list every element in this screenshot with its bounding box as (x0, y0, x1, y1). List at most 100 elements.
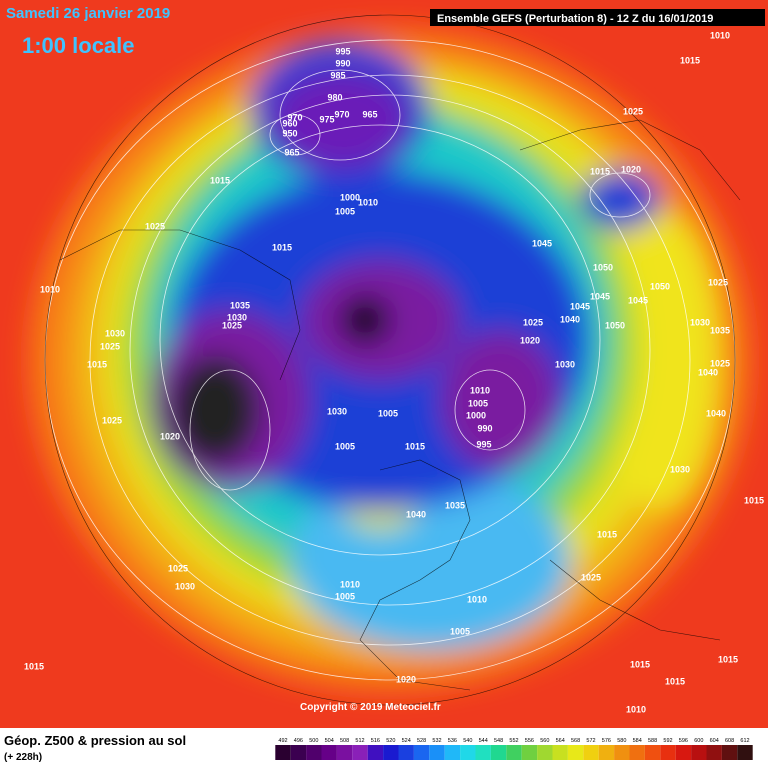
pressure-label: 995 (476, 439, 491, 449)
run-box (430, 9, 765, 26)
scale-swatch (660, 745, 676, 760)
scale-label: 532 (432, 738, 441, 744)
pressure-label: 1025 (708, 277, 728, 287)
scale-label: 496 (294, 738, 303, 744)
scale-swatch (583, 745, 599, 760)
scale-label: 612 (740, 738, 749, 744)
scale-label: 588 (648, 738, 657, 744)
pressure-label: 990 (335, 58, 350, 68)
scale-label: 604 (710, 738, 719, 744)
time: 1:00 locale (22, 33, 135, 58)
pressure-label: 1045 (628, 295, 648, 305)
scale-swatch (721, 745, 738, 760)
scale-swatch (598, 745, 615, 760)
scale-swatch (506, 745, 522, 760)
scale-label: 544 (479, 738, 488, 744)
pressure-label: 1040 (406, 509, 426, 519)
scale-label: 492 (278, 738, 287, 744)
pressure-label: 1005 (335, 441, 355, 451)
pressure-label: 1005 (450, 626, 470, 636)
scale-swatch (521, 745, 538, 760)
scale-label: 548 (494, 738, 503, 744)
scale-label: 524 (402, 738, 411, 744)
pressure-label: 1010 (626, 704, 646, 714)
scale-label: 596 (679, 738, 688, 744)
pressure-label: 1030 (105, 328, 125, 338)
scale-label: 608 (725, 738, 734, 744)
scale-label: 564 (556, 738, 565, 744)
pressure-label: 1045 (532, 238, 552, 248)
scale-swatch (567, 745, 584, 760)
pressure-label: 1015 (590, 166, 610, 176)
pressure-label: 1015 (718, 654, 738, 664)
pressure-label: 965 (284, 147, 299, 157)
pressure-label: 1015 (597, 529, 617, 539)
pressure-label: 1020 (621, 164, 641, 174)
scale-swatch (321, 745, 337, 760)
scale-swatch (413, 745, 430, 760)
footer-title: Géop. Z500 & pression au sol (4, 733, 186, 748)
scale-swatch (675, 745, 692, 760)
scale-label: 540 (463, 738, 472, 744)
scale-swatch (460, 745, 476, 760)
scale-label: 556 (525, 738, 534, 744)
pressure-label: 1015 (272, 242, 292, 252)
scale-label: 560 (540, 738, 549, 744)
pressure-label: 1010 (340, 579, 360, 589)
pressure-label: 950 (282, 128, 297, 138)
pressure-label: 1040 (706, 408, 726, 418)
pressure-label: 1015 (630, 659, 650, 669)
scale-swatch (383, 745, 399, 760)
pressure-label: 1005 (468, 398, 488, 408)
scale-swatch (737, 745, 753, 760)
pressure-label: 1050 (605, 320, 625, 330)
pressure-label: 1015 (680, 55, 700, 65)
scale-label: 520 (386, 738, 395, 744)
scale-swatch (367, 745, 384, 760)
pressure-label: 1010 (358, 197, 378, 207)
map-field (0, 0, 768, 728)
pressure-label: 1015 (665, 676, 685, 686)
pressure-label: 1025 (523, 317, 543, 327)
pressure-label: 1035 (710, 325, 730, 335)
date: Samedi 26 janvier 2019 (6, 5, 170, 22)
pressure-label: 990 (477, 423, 492, 433)
pressure-label: 1040 (560, 314, 580, 324)
pressure-label: 1050 (650, 281, 670, 291)
scale-swatch (306, 745, 322, 760)
scale-swatch (537, 745, 553, 760)
pressure-label: 975 (319, 114, 334, 124)
scale-label: 592 (663, 738, 672, 744)
pressure-label: 1025 (710, 358, 730, 368)
pressure-label: 1050 (593, 262, 613, 272)
copyright: Copyright © 2019 Meteociel.fr (300, 702, 441, 713)
pressure-label: 980 (327, 92, 342, 102)
pressure-label: 1025 (581, 572, 601, 582)
scale-label: 512 (355, 738, 364, 744)
scale-swatch (290, 745, 307, 760)
scale-label: 552 (509, 738, 518, 744)
scale-label: 504 (325, 738, 334, 744)
pressure-label: 1010 (710, 30, 730, 40)
pressure-label: 970 (287, 112, 302, 122)
scale-label: 600 (694, 738, 703, 744)
pressure-label: 1005 (378, 408, 398, 418)
pressure-label: 1030 (670, 464, 690, 474)
scale-swatch (475, 745, 491, 760)
scale-label: 572 (586, 738, 595, 744)
scale-swatch (429, 745, 445, 760)
pressure-label: 965 (362, 109, 377, 119)
pressure-label: 1020 (396, 674, 416, 684)
scale-label: 516 (371, 738, 380, 744)
pressure-label: 1010 (467, 594, 487, 604)
pressure-label: 1000 (466, 410, 486, 420)
scale-swatch (691, 745, 707, 760)
pressure-label: 960 (282, 118, 297, 128)
pressure-label: 985 (330, 70, 345, 80)
pressure-label: 1045 (590, 291, 610, 301)
pressure-label: 1030 (175, 581, 195, 591)
pressure-label: 995 (335, 46, 350, 56)
pressure-label: 1010 (40, 284, 60, 294)
scale-label: 576 (602, 738, 611, 744)
